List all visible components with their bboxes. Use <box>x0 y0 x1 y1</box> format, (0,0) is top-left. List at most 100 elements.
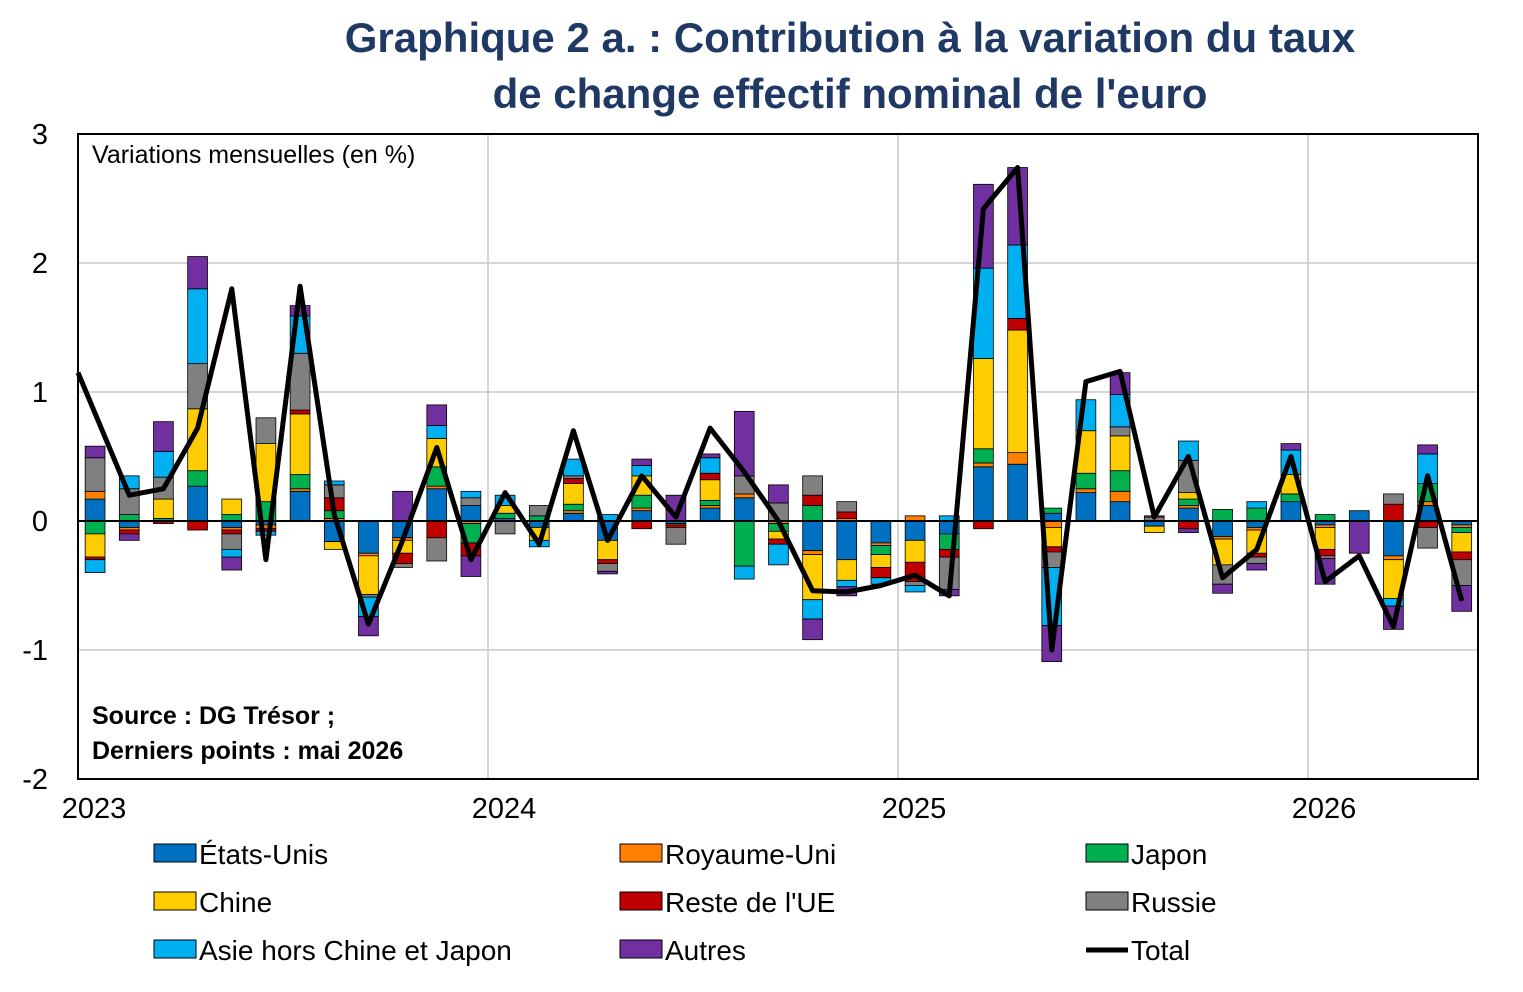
y-tick-label: 2 <box>32 248 48 280</box>
legend: États-Unis Royaume-Uni Japon Chine Reste de … <box>153 839 1217 966</box>
bar-segment <box>768 484 789 504</box>
bar-segment <box>289 490 311 522</box>
bar-segment <box>1383 520 1404 557</box>
bar-segment <box>426 425 448 439</box>
bar-segment <box>153 421 174 452</box>
bar-segment <box>1348 520 1370 554</box>
legend-label: Russie <box>1131 887 1217 918</box>
bar-segment <box>870 520 892 544</box>
bar-segment <box>1178 528 1199 534</box>
bar-segment <box>802 475 823 496</box>
bar-segment <box>1075 492 1097 522</box>
bar-segment <box>597 570 618 575</box>
bar-segment <box>1451 527 1473 534</box>
legend-swatch <box>619 891 663 911</box>
bar-segment <box>699 499 721 506</box>
bar-segment <box>494 520 516 535</box>
bar-segment <box>699 453 721 459</box>
bar-segment <box>733 497 755 522</box>
bar-segment <box>1109 426 1131 437</box>
bar-segment <box>1383 555 1404 561</box>
bar-segment <box>836 520 858 561</box>
y-tick-label: -2 <box>22 764 48 796</box>
bar-segment <box>563 512 584 522</box>
bar-segment <box>699 479 721 501</box>
bar-segment <box>597 563 618 572</box>
bar-segment <box>221 533 243 550</box>
bar-segment <box>1383 503 1404 522</box>
bar-segment <box>1451 532 1473 553</box>
bar-segment <box>289 409 311 415</box>
bar-segment <box>1075 472 1097 490</box>
y-tick-label: 1 <box>32 377 48 409</box>
x-tick-label: 2025 <box>882 793 947 825</box>
bar-segment <box>1246 501 1268 509</box>
bar-segment <box>802 550 823 555</box>
bar-segment <box>323 484 345 499</box>
bar-segment <box>1109 470 1131 492</box>
bar-segment <box>153 498 174 519</box>
bars-group <box>84 167 1473 663</box>
bar-segment <box>84 445 106 459</box>
bar-segment <box>699 472 721 481</box>
bar-segment <box>221 548 243 558</box>
bar-segment <box>1280 443 1302 451</box>
bar-segment <box>494 512 516 519</box>
bar-segment <box>836 559 858 581</box>
bar-segment <box>1178 498 1199 506</box>
plot-area-frame <box>77 133 1479 780</box>
bar-segment <box>938 548 960 558</box>
bar-segment <box>187 485 208 522</box>
legend-label: Japon <box>1131 839 1207 870</box>
bar-segment <box>631 494 653 509</box>
bar-segment <box>187 288 208 365</box>
bar-segment <box>289 413 311 475</box>
bar-segment <box>1451 551 1473 561</box>
y-axis-ticks: -2 -1 0 1 2 3 <box>22 119 48 796</box>
legend-swatch <box>619 843 663 863</box>
bar-segment <box>84 457 106 492</box>
total-line-group <box>75 165 1465 653</box>
bar-segment <box>187 520 208 531</box>
bar-segment <box>733 565 755 580</box>
bar-segment <box>836 501 858 513</box>
bar-segment <box>733 493 755 499</box>
legend-swatch <box>153 939 197 959</box>
bar-segment <box>836 511 858 519</box>
bar-segment <box>973 462 994 468</box>
bar-segment <box>1007 452 1028 465</box>
bar-segment <box>84 559 106 574</box>
chart-title-line2: de change effectif nominal de l'euro <box>492 70 1208 117</box>
bar-segment <box>802 494 823 506</box>
bar-segment <box>563 478 584 484</box>
bar-segment <box>802 505 823 522</box>
bar-segment <box>870 545 892 555</box>
legend-swatch <box>1085 843 1129 863</box>
bar-segment <box>221 498 243 515</box>
source-line2: Derniers points : mai 2026 <box>92 737 403 765</box>
bar-segment <box>699 507 721 522</box>
y-tick-label: 3 <box>32 119 48 151</box>
bar-segment <box>973 448 994 464</box>
bar-segment <box>1246 507 1268 522</box>
bar-segment <box>631 510 653 522</box>
legend-label: Autres <box>665 935 746 966</box>
y-tick-label: 0 <box>32 506 48 538</box>
bar-segment <box>392 563 413 568</box>
source-line1: Source : DG Trésor ; <box>92 702 335 730</box>
bar-segment <box>358 520 379 554</box>
bar-segment <box>1417 527 1438 549</box>
bar-segment <box>187 470 208 487</box>
bar-segment <box>1143 525 1165 534</box>
bar-segment <box>1178 507 1199 522</box>
bar-segment <box>1041 507 1063 514</box>
bar-segment <box>187 256 208 290</box>
bar-segment <box>255 530 277 536</box>
bar-segment <box>426 404 448 426</box>
chart-title-line1: Graphique 2 a. : Contribution à la varia… <box>344 14 1356 61</box>
bar-segment <box>221 556 243 571</box>
bar-segment <box>904 539 926 563</box>
x-tick-label: 2023 <box>62 793 127 825</box>
bar-segment <box>802 618 823 641</box>
